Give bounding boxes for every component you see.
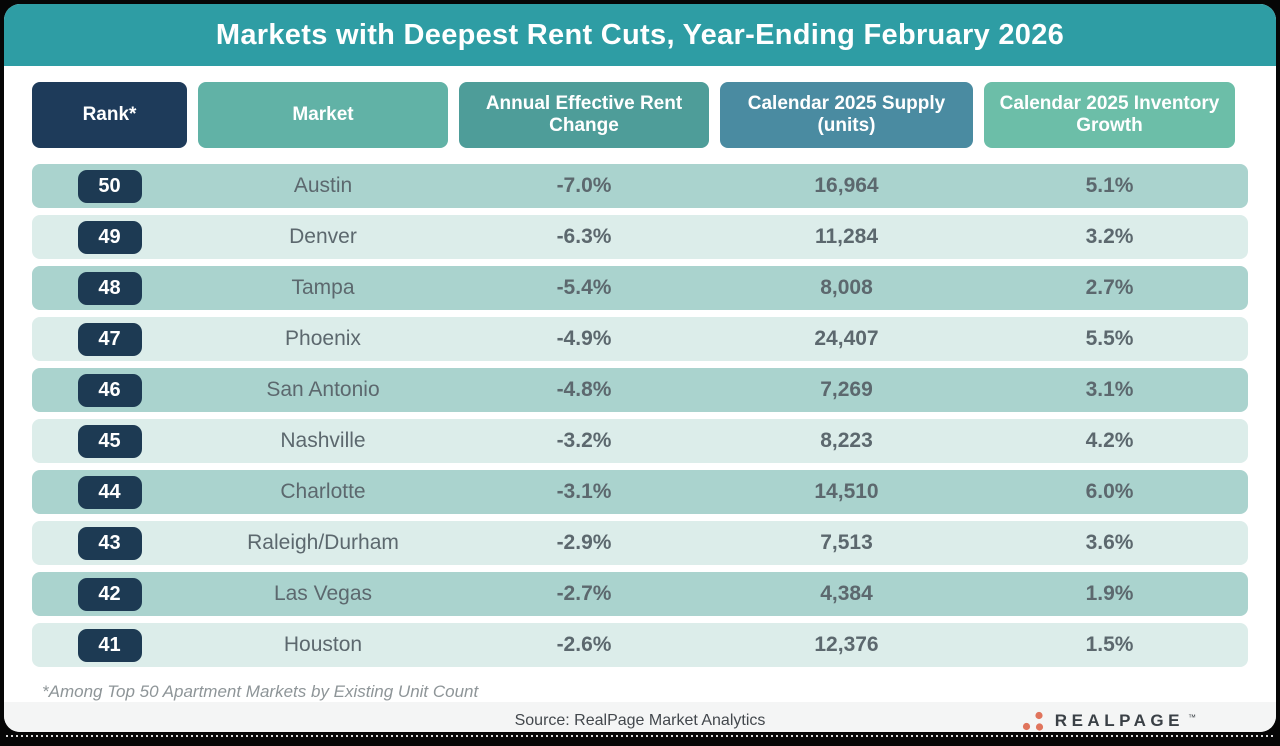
rank-badge: 46 [77, 373, 142, 407]
market-cell: Raleigh/Durham [247, 531, 399, 554]
rank-badge: 45 [77, 424, 142, 458]
column-header-5: Calendar 2025 Inventory Growth [984, 82, 1235, 148]
table-row: 45 Nashville -3.2% 8,223 4.2% [32, 419, 1248, 463]
rank-badge: 48 [77, 271, 142, 305]
realpage-dots-icon [1022, 711, 1043, 731]
rank-badge: 47 [77, 322, 142, 356]
supply-cell: 24,407 [814, 327, 879, 350]
inventory-growth-cell: 3.6% [1085, 531, 1134, 554]
infographic-card: Markets with Deepest Rent Cuts, Year-End… [4, 4, 1276, 732]
footnote: *Among Top 50 Apartment Markets by Exist… [42, 682, 479, 701]
inventory-growth-cell: 5.5% [1085, 327, 1134, 350]
table-row: 44 Charlotte -3.1% 14,510 6.0% [32, 470, 1248, 514]
inventory-growth-cell: 4.2% [1085, 429, 1134, 452]
table-row: 43 Raleigh/Durham -2.9% 7,513 3.6% [32, 521, 1248, 565]
table-body: 50 Austin -7.0% 16,964 5.1% 49 Denver -6… [32, 164, 1248, 674]
table-row: 42 Las Vegas -2.7% 4,384 1.9% [32, 572, 1248, 616]
perforation-line [6, 735, 1274, 737]
trademark-mark: ™ [1188, 712, 1196, 722]
table-row: 46 San Antonio -4.8% 7,269 3.1% [32, 368, 1248, 412]
rent-change-cell: -2.6% [556, 633, 612, 656]
rent-change-cell: -6.3% [556, 225, 612, 248]
market-cell: Houston [283, 633, 363, 656]
supply-cell: 14,510 [814, 480, 879, 503]
rent-change-cell: -2.9% [556, 531, 612, 554]
table-row: 41 Houston -2.6% 12,376 1.5% [32, 623, 1248, 667]
supply-cell: 7,269 [820, 378, 873, 401]
rent-change-cell: -5.4% [556, 276, 612, 299]
column-header-4: Calendar 2025 Supply (units) [720, 82, 973, 148]
title-banner: Markets with Deepest Rent Cuts, Year-End… [4, 4, 1276, 66]
table-row: 47 Phoenix -4.9% 24,407 5.5% [32, 317, 1248, 361]
inventory-growth-cell: 1.5% [1085, 633, 1134, 656]
inventory-growth-cell: 5.1% [1085, 174, 1134, 197]
supply-cell: 8,008 [820, 276, 873, 299]
table-row: 48 Tampa -5.4% 8,008 2.7% [32, 266, 1248, 310]
market-cell: Phoenix [285, 327, 361, 350]
realpage-logo-text: REALPAGE [1054, 710, 1184, 730]
column-header-3: Annual Effective Rent Change [459, 82, 709, 148]
market-cell: Charlotte [280, 480, 366, 503]
rent-change-cell: -4.9% [556, 327, 612, 350]
market-cell: Austin [293, 174, 353, 197]
table-header-row: Rank* Market Annual Effective Rent Change C… [32, 82, 1248, 148]
inventory-growth-cell: 3.1% [1085, 378, 1134, 401]
inventory-growth-cell: 1.9% [1085, 582, 1134, 605]
rank-badge: 42 [77, 577, 142, 611]
market-cell: Tampa [291, 276, 355, 299]
rent-change-cell: -4.8% [556, 378, 612, 401]
supply-cell: 16,964 [814, 174, 879, 197]
column-header-2: Market [198, 82, 448, 148]
supply-cell: 12,376 [814, 633, 879, 656]
rent-change-cell: -3.1% [556, 480, 612, 503]
page-title: Markets with Deepest Rent Cuts, Year-End… [215, 18, 1065, 51]
supply-cell: 8,223 [820, 429, 873, 452]
rank-badge: 41 [77, 628, 142, 662]
inventory-growth-cell: 3.2% [1085, 225, 1134, 248]
rank-badge: 43 [77, 526, 142, 560]
column-header-1: Rank* [32, 82, 187, 148]
rent-change-cell: -2.7% [556, 582, 612, 605]
rent-change-cell: -7.0% [556, 174, 612, 197]
rank-badge: 49 [77, 220, 142, 254]
supply-cell: 4,384 [820, 582, 873, 605]
market-cell: Denver [289, 225, 357, 248]
table-row: 49 Denver -6.3% 11,284 3.2% [32, 215, 1248, 259]
inventory-growth-cell: 2.7% [1085, 276, 1134, 299]
inventory-growth-cell: 6.0% [1085, 480, 1134, 503]
supply-cell: 11,284 [814, 225, 879, 248]
rank-badge: 50 [77, 169, 142, 203]
supply-cell: 7,513 [820, 531, 873, 554]
realpage-logo: REALPAGE ™ [1022, 710, 1196, 732]
source-text: Source: RealPage Market Analytics [514, 711, 766, 729]
rank-badge: 44 [77, 475, 142, 509]
rent-change-cell: -3.2% [556, 429, 612, 452]
table-row: 50 Austin -7.0% 16,964 5.1% [32, 164, 1248, 208]
market-cell: Las Vegas [273, 582, 373, 605]
market-cell: San Antonio [266, 378, 380, 401]
market-cell: Nashville [280, 429, 366, 452]
footer-bar: Source: RealPage Market Analytics REALPA… [4, 702, 1276, 732]
